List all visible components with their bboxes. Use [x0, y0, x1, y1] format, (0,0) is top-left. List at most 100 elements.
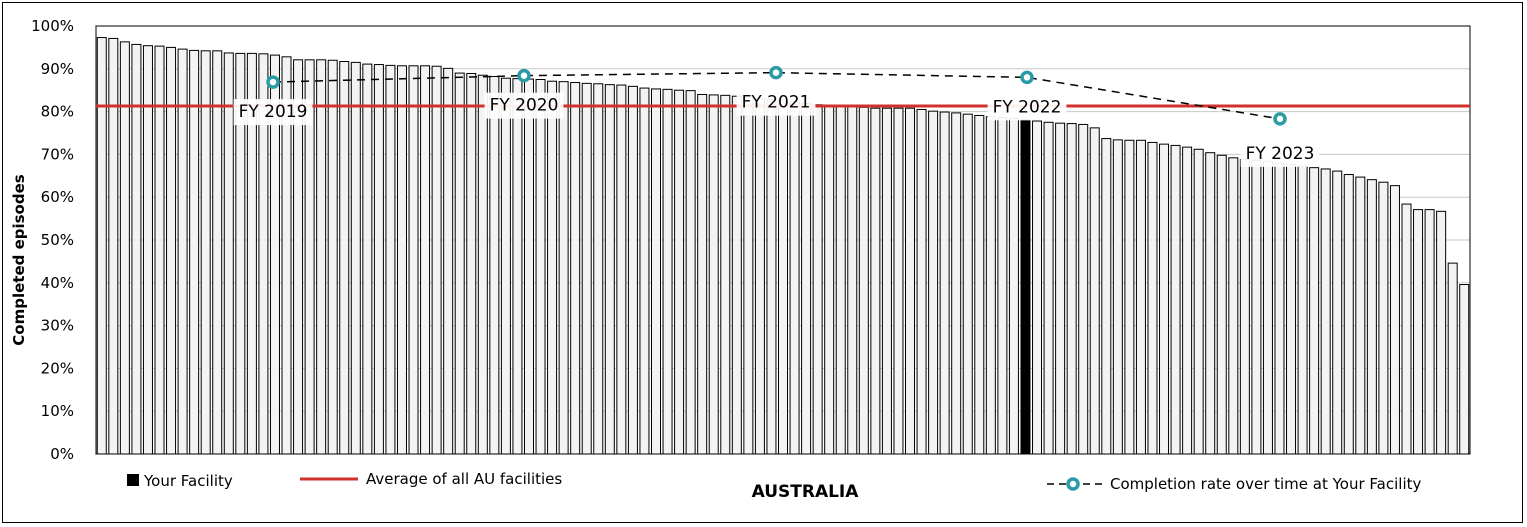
facility-bar	[512, 78, 523, 455]
facility-bar	[1216, 154, 1227, 455]
facility-bar	[1008, 117, 1019, 455]
facility-bar	[246, 52, 257, 455]
facility-bar	[350, 61, 361, 455]
y-tick-label: 60%	[41, 188, 74, 206]
facility-bar	[720, 94, 731, 455]
trend-point	[1273, 112, 1287, 126]
facility-bar	[1239, 159, 1250, 455]
facility-bar	[1078, 123, 1089, 455]
facility-bar	[96, 37, 107, 455]
facility-bar	[316, 59, 327, 455]
y-tick-label: 50%	[41, 231, 74, 249]
facility-bar	[1182, 146, 1193, 455]
facility-bar	[801, 102, 812, 455]
facility-bar	[639, 87, 650, 455]
facility-bar	[905, 107, 916, 455]
legend-your-facility-swatch	[127, 474, 139, 486]
facility-bar	[789, 101, 800, 455]
trend-point-label: FY 2020	[490, 96, 559, 116]
facility-bar	[408, 65, 419, 455]
facility-bar	[674, 89, 685, 455]
facility-bar	[1205, 152, 1216, 455]
y-tick-label: 0%	[50, 445, 74, 463]
facility-bar	[1193, 148, 1204, 455]
facility-bar	[1043, 121, 1054, 455]
facility-bar	[443, 67, 454, 455]
trend-series: FY 2019 FY 2020 FY 2021 FY 2022 FY 2023	[233, 65, 1320, 167]
trend-point	[266, 75, 280, 89]
facility-bar	[420, 65, 431, 455]
facility-bar	[581, 82, 592, 455]
facility-bar	[558, 81, 569, 455]
facility-bar	[708, 94, 719, 455]
facility-bar	[385, 64, 396, 455]
facility-bar	[997, 117, 1008, 455]
y-tick-label: 40%	[41, 274, 74, 292]
y-tick-label: 90%	[41, 60, 74, 78]
facility-bar	[974, 114, 985, 455]
facility-bar	[754, 97, 765, 455]
facility-bar	[547, 80, 558, 455]
trend-point-label: FY 2023	[1246, 144, 1315, 164]
y-tick-label: 30%	[41, 317, 74, 335]
legend: Your Facility Average of all AU faciliti…	[127, 470, 1421, 493]
y-tick-label: 100%	[31, 17, 74, 35]
facility-bar	[500, 77, 511, 455]
facility-bar	[269, 54, 280, 455]
facility-bar	[870, 107, 881, 455]
facility-bar	[523, 78, 534, 455]
facility-bar	[1286, 164, 1297, 455]
facility-bar	[535, 79, 546, 455]
trend-label-background	[233, 99, 313, 126]
facility-bar	[362, 63, 373, 455]
facility-bar	[327, 59, 338, 455]
facility-bar	[223, 52, 234, 455]
facility-bar	[281, 56, 292, 455]
facility-bar	[431, 65, 442, 455]
facility-bar	[1378, 181, 1389, 455]
facility-bar	[1332, 170, 1343, 455]
facility-bar	[373, 64, 384, 455]
facility-bar	[893, 107, 904, 455]
facility-bar	[200, 50, 211, 455]
facility-bar	[1297, 165, 1308, 455]
facility-bar	[477, 74, 488, 455]
facility-bar	[858, 106, 869, 455]
legend-average-label: Average of all AU facilities	[366, 470, 562, 488]
facility-bar	[154, 45, 165, 455]
facility-bar	[1159, 143, 1170, 455]
facility-bar	[1366, 179, 1377, 455]
your-facility-bar	[1020, 119, 1031, 455]
facility-bar	[1032, 120, 1043, 455]
legend-your-facility-label: Your Facility	[143, 472, 233, 490]
facility-bar	[489, 76, 500, 455]
facility-bar	[766, 99, 777, 455]
facility-bar	[396, 65, 407, 455]
x-axis-label: AUSTRALIA	[752, 482, 860, 502]
facility-bar	[1170, 144, 1181, 455]
facility-bar	[108, 37, 119, 455]
legend-trend-label: Completion rate over time at Your Facili…	[1110, 475, 1421, 493]
facility-bar	[1389, 185, 1400, 455]
facility-bar	[685, 90, 696, 455]
trend-label-background	[987, 94, 1067, 121]
facility-bar	[697, 93, 708, 455]
facility-bar	[1055, 122, 1066, 455]
facility-bar	[189, 49, 200, 455]
y-tick-label: 70%	[41, 145, 74, 163]
trend-point	[769, 65, 783, 80]
trend-label-background	[484, 92, 564, 119]
facility-bar	[1424, 209, 1435, 455]
facility-bar	[743, 96, 754, 455]
facility-bar	[824, 105, 835, 455]
facility-bar	[1135, 139, 1146, 455]
facility-bar	[985, 116, 996, 455]
facility-bar	[142, 45, 153, 455]
facility-bar	[466, 73, 477, 455]
facility-bar	[916, 108, 927, 455]
facility-bar	[258, 53, 269, 455]
facility-bar	[1309, 167, 1320, 455]
y-axis-ticks: 0% 10% 20% 30% 40% 50% 60% 70% 80% 90% 100%	[31, 17, 74, 463]
